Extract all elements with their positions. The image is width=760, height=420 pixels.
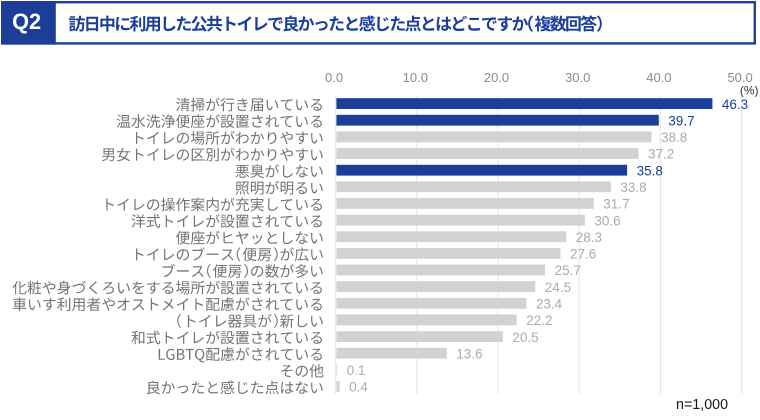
svg-text:35.8: 35.8: [637, 163, 663, 178]
svg-text:13.6: 13.6: [456, 346, 482, 361]
svg-text:Q2: Q2: [12, 9, 41, 34]
svg-text:50.0: 50.0: [727, 70, 752, 85]
svg-text:20.5: 20.5: [512, 330, 538, 345]
svg-text:46.3: 46.3: [722, 97, 748, 112]
svg-text:33.8: 33.8: [620, 180, 646, 195]
svg-text:25.7: 25.7: [555, 263, 581, 278]
svg-text:30.6: 30.6: [594, 213, 620, 228]
svg-text:31.7: 31.7: [603, 197, 629, 212]
svg-text:38.8: 38.8: [661, 130, 687, 145]
svg-text:27.6: 27.6: [570, 247, 596, 262]
svg-text:0.4: 0.4: [349, 380, 368, 395]
svg-text:0.0: 0.0: [325, 70, 343, 85]
svg-text:37.2: 37.2: [648, 147, 674, 162]
svg-text:23.4: 23.4: [536, 297, 563, 312]
svg-text:n=1,000: n=1,000: [676, 397, 728, 413]
svg-text:39.7: 39.7: [668, 113, 694, 128]
svg-text:30.0: 30.0: [565, 70, 590, 85]
svg-text:(%): (%): [740, 84, 759, 98]
svg-text:0.1: 0.1: [347, 363, 366, 378]
svg-text:20.0: 20.0: [484, 70, 509, 85]
svg-text:24.5: 24.5: [545, 280, 571, 295]
svg-text:28.3: 28.3: [576, 230, 602, 245]
svg-text:10.0: 10.0: [403, 70, 428, 85]
svg-text:40.0: 40.0: [646, 70, 671, 85]
svg-text:22.2: 22.2: [526, 313, 552, 328]
